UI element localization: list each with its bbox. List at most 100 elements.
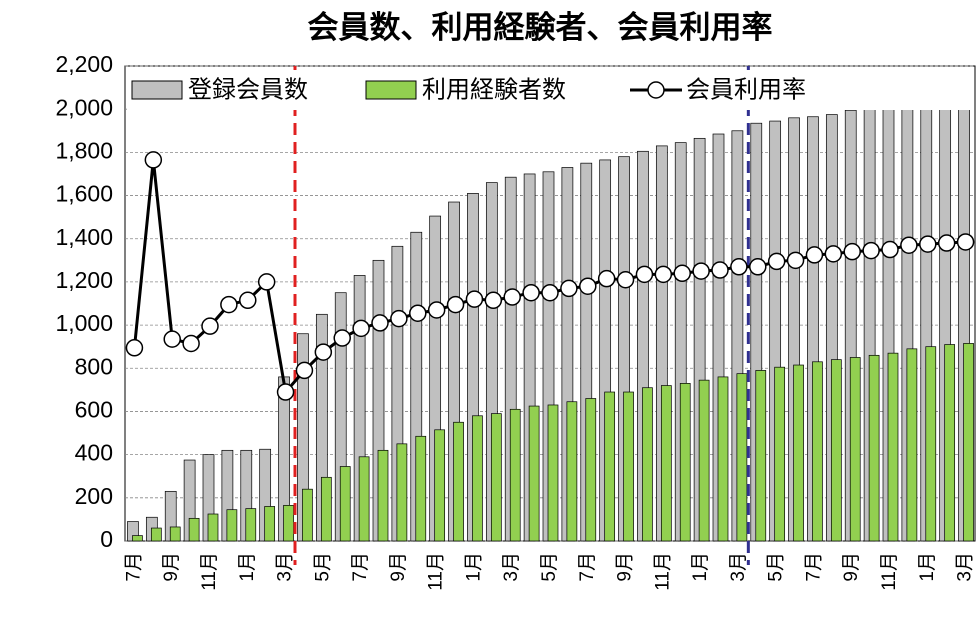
bar [283,505,294,542]
line-marker [900,236,918,254]
y-tick-label: 1,000 [55,310,113,336]
y-tick-label: 1,400 [55,224,113,250]
line-marker [484,291,503,310]
bar [679,383,691,542]
bar [358,456,370,542]
y-tick-label: 200 [75,483,113,509]
legend-label: 登録会員数 [188,76,308,103]
bar [245,508,257,542]
bar [642,387,653,542]
x-tick-label: 9月 [161,552,182,582]
x-tick-label: 7月 [350,552,371,582]
line-marker [956,233,975,251]
line-marker [257,273,276,291]
bar [188,517,200,542]
x-tick-label: 1月 [237,552,258,582]
line-marker [409,304,427,322]
line-marker [465,290,484,308]
chart-title: 会員数、利用経験者、会員利用率 [308,10,773,45]
line-marker [522,283,540,302]
bar [320,476,332,542]
bar [887,352,899,542]
bar [339,466,351,542]
bar [830,359,842,542]
line-marker [673,264,691,283]
line-marker [446,295,465,314]
bar [377,449,389,542]
y-tick-label: 2,000 [55,94,113,120]
line-marker [220,295,238,314]
bar [490,413,502,542]
line-marker [919,235,937,253]
bar [566,401,578,542]
x-tick-label: 3月 [501,552,522,582]
bar [434,429,446,542]
line-marker [805,246,824,264]
line-marker [711,261,729,279]
bar [868,354,880,542]
legend-swatch-marker [647,81,665,99]
x-tick-label: 3月 [955,552,976,582]
bar [963,343,974,542]
x-tick-label: 3月 [275,552,296,582]
y-tick-label: 2,200 [55,51,113,77]
bar [415,435,427,542]
bar [226,509,238,542]
x-tick-label: 5月 [312,552,333,582]
bar [717,376,729,542]
x-tick-label: 7月 [123,552,144,582]
line-marker [654,265,673,284]
line-marker [144,151,163,169]
x-tick-label: 3月 [728,552,749,582]
line-marker [579,277,597,295]
bar [150,527,162,542]
bar [396,443,408,542]
bar [585,398,597,542]
bar [944,344,956,542]
bar [132,535,143,542]
line-marker [749,258,767,276]
bar [547,404,559,542]
line-marker [371,314,389,332]
x-tick-label: 1月 [463,552,484,582]
bar [207,513,219,542]
legend-label: 会員利用率 [686,76,806,103]
line-marker [182,334,200,353]
x-tick-label: 1月 [917,552,938,582]
line-marker [390,309,408,328]
y-tick-label: 1,600 [55,181,113,207]
x-tick-label: 1月 [690,552,711,582]
line-marker [786,251,805,270]
line-marker [201,317,219,335]
bar [169,526,181,542]
x-tick-label: 7月 [803,552,824,582]
y-tick-label: 800 [75,353,113,379]
line-marker [937,234,956,252]
bar [906,348,918,542]
bar [793,364,804,542]
line-marker [730,258,748,276]
line-marker [692,262,710,280]
bar [849,357,861,542]
legend-swatch [365,80,417,100]
x-tick-label: 5月 [766,552,787,582]
legend-swatch [131,80,183,100]
line-marker [352,319,370,338]
y-tick-label: 1,800 [55,137,113,163]
bar [698,379,710,542]
line-marker [314,343,333,361]
line-marker [635,265,654,284]
bar [755,370,767,542]
y-tick-label: 1,200 [55,267,113,293]
line-marker [597,269,616,288]
bar [264,506,276,542]
bar [509,408,521,542]
y-tick-label: 400 [75,440,113,466]
bar [925,346,937,542]
x-tick-label: 9月 [615,552,636,582]
x-tick-label: 5月 [539,552,560,582]
x-tick-label: 11月 [879,552,900,591]
bar [528,405,540,542]
x-tick-label: 9月 [841,552,862,582]
